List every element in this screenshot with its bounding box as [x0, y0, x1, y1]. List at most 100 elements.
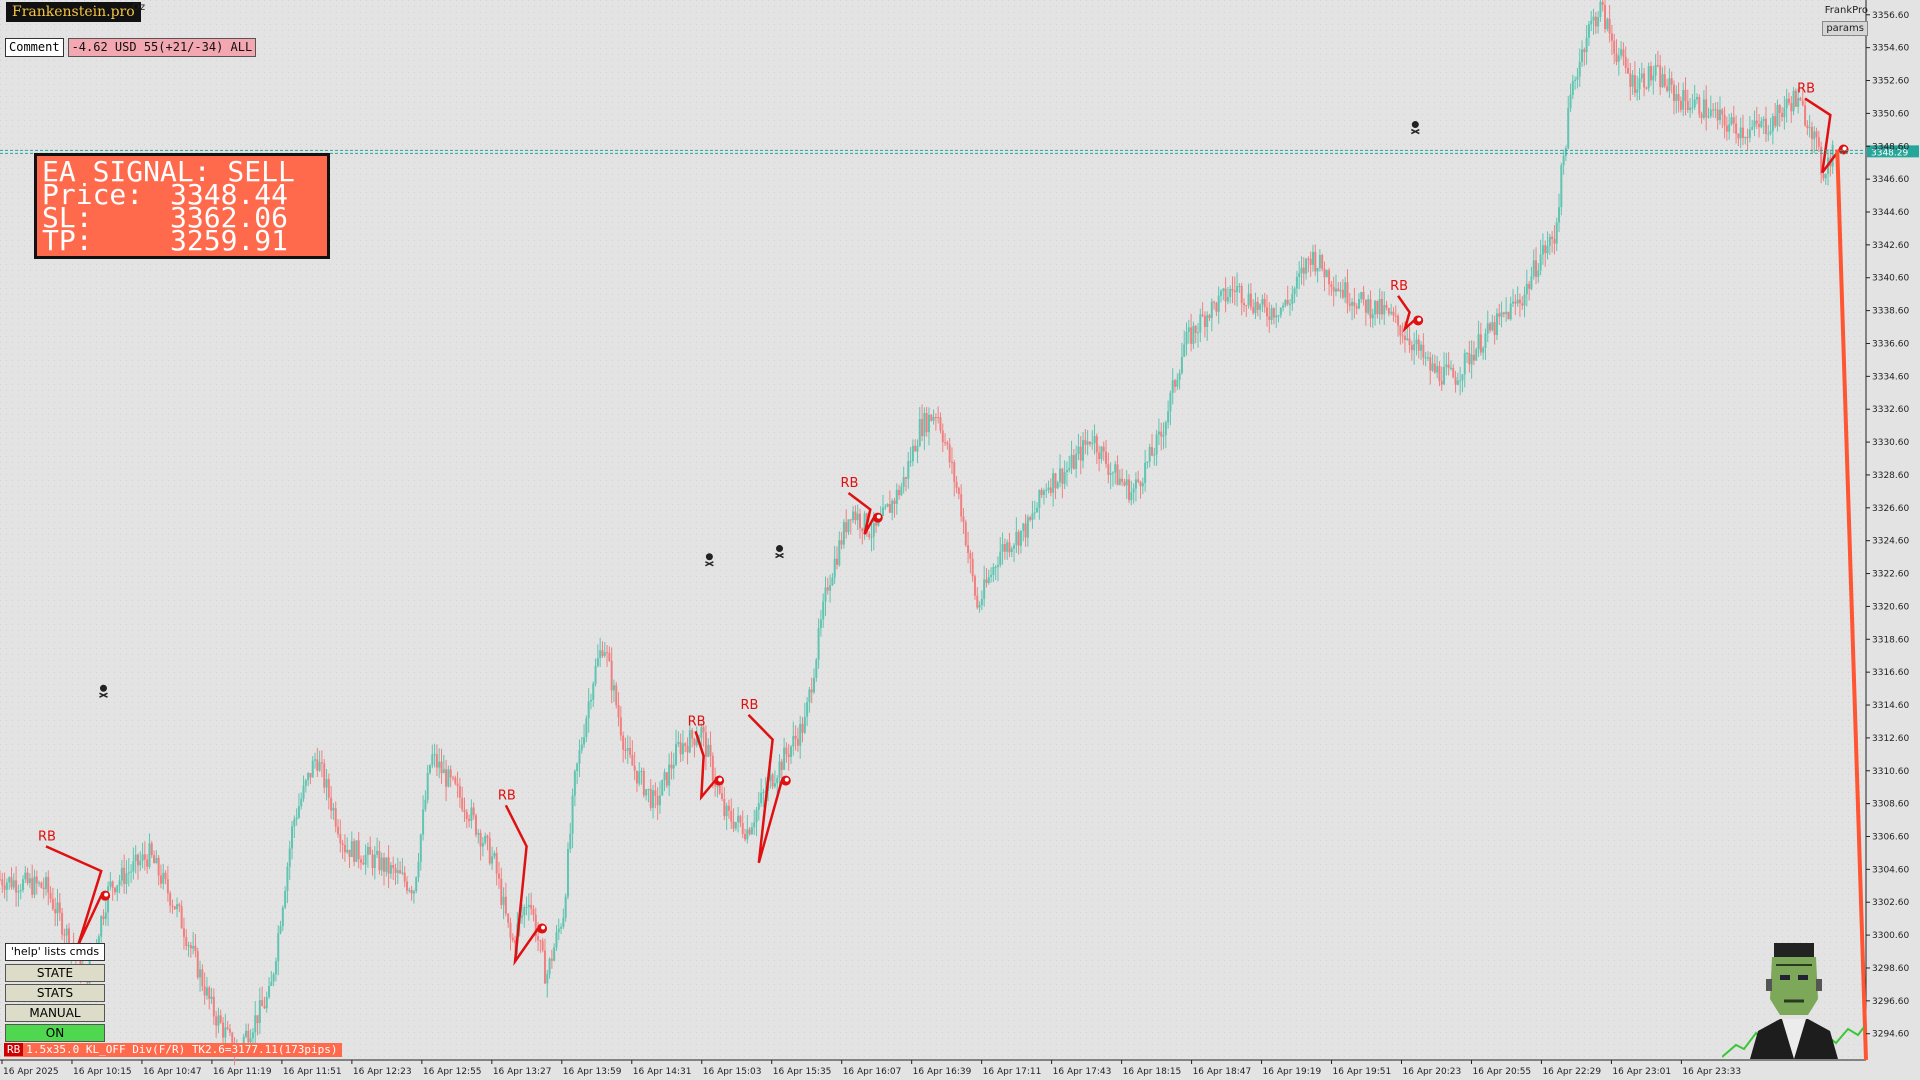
- on-toggle-button[interactable]: ON: [5, 1024, 105, 1042]
- candle-body: [228, 1029, 231, 1033]
- candle-body: [192, 945, 195, 949]
- candle-body: [1261, 299, 1264, 305]
- candle-body: [1507, 311, 1510, 320]
- candle-body: [527, 904, 530, 908]
- candle-body: [1169, 392, 1172, 412]
- candle-body: [166, 879, 169, 894]
- candle-body: [173, 906, 176, 910]
- price-tick-label: 3322.60: [1872, 570, 1909, 580]
- candle-body: [116, 885, 119, 893]
- candle-body: [155, 857, 158, 864]
- candle-body: [737, 815, 740, 823]
- candle-body: [1309, 258, 1312, 265]
- candle-body: [840, 540, 843, 545]
- rb-pattern-line: [1804, 97, 1841, 174]
- candle-body: [796, 738, 799, 746]
- candle-body: [1364, 299, 1367, 313]
- candle-body: [44, 876, 47, 890]
- candle-body: [357, 840, 360, 860]
- candle-body: [1022, 523, 1025, 531]
- candle-body: [339, 834, 342, 844]
- candle-body: [1813, 131, 1816, 140]
- candle-body: [976, 595, 979, 608]
- candle-body: [1787, 98, 1790, 104]
- state-button[interactable]: STATE: [5, 964, 105, 982]
- candle-body: [1059, 468, 1062, 483]
- candle-body: [164, 872, 167, 880]
- comment-button[interactable]: Comment: [5, 38, 64, 57]
- time-tick-label: 16 Apr 20:55: [1472, 1067, 1531, 1077]
- candle-body: [1620, 49, 1623, 56]
- candle-body: [601, 650, 604, 656]
- candle-body: [109, 881, 112, 887]
- candle-body: [888, 504, 891, 513]
- candle-body: [111, 881, 114, 888]
- candle-body: [1047, 487, 1050, 490]
- candle-body: [1735, 123, 1738, 134]
- candle-body: [366, 846, 369, 855]
- candle-body: [1351, 302, 1354, 306]
- candle-body: [412, 891, 415, 894]
- candle-body: [1712, 109, 1715, 111]
- candle-body: [640, 770, 643, 772]
- rb-pattern-label: RB: [498, 788, 516, 803]
- candle-body: [564, 896, 567, 918]
- candle-body: [1548, 236, 1551, 246]
- candle-body: [63, 934, 66, 936]
- candle-body: [1698, 97, 1701, 115]
- params-button[interactable]: params: [1822, 21, 1868, 36]
- candle-body: [291, 826, 294, 849]
- candle-body: [691, 730, 694, 739]
- candle-body: [875, 522, 878, 526]
- candle-body: [387, 857, 390, 874]
- candle-body: [134, 854, 137, 862]
- candle-body: [1279, 307, 1282, 316]
- candle-body: [1203, 315, 1206, 328]
- candle-body: [872, 522, 875, 537]
- candle-body: [196, 951, 199, 978]
- time-tick-label: 16 Apr 18:15: [1123, 1067, 1182, 1077]
- candle-body: [817, 628, 820, 660]
- candle-body: [849, 519, 852, 521]
- manual-button[interactable]: MANUAL: [5, 1004, 105, 1022]
- candle-body: [599, 650, 602, 659]
- candle-body: [1031, 513, 1034, 520]
- candle-body: [454, 777, 457, 784]
- price-tick-label: 3312.60: [1872, 734, 1909, 744]
- candle-body: [891, 500, 894, 513]
- candle-body: [231, 1032, 234, 1052]
- candle-body: [1532, 260, 1535, 277]
- candle-body: [665, 772, 668, 786]
- candle-body: [212, 996, 215, 1017]
- candle-body: [1357, 299, 1360, 309]
- candle-body: [923, 413, 926, 437]
- candle-body: [1082, 440, 1085, 461]
- candle-body: [739, 815, 742, 823]
- price-axis[interactable]: [1866, 0, 1920, 1080]
- candle-body: [532, 908, 535, 915]
- candle-body: [1723, 114, 1726, 126]
- candle-body: [1233, 290, 1236, 293]
- candle-body: [750, 827, 753, 835]
- help-hint[interactable]: 'help' lists cmds: [5, 943, 105, 961]
- candle-body: [1479, 334, 1482, 353]
- candle-body: [1705, 99, 1708, 118]
- candle-body: [861, 528, 864, 532]
- candle-body: [127, 872, 130, 874]
- candle-body: [1627, 67, 1630, 74]
- candle-body: [1268, 316, 1271, 320]
- candle-body: [341, 843, 344, 845]
- candle-body: [1217, 295, 1220, 312]
- candle-body: [171, 905, 174, 907]
- candle-body: [833, 558, 836, 578]
- candle-body: [934, 417, 937, 419]
- candle-body: [539, 940, 542, 942]
- candle-body: [525, 907, 528, 909]
- stats-button[interactable]: STATS: [5, 984, 105, 1002]
- candle-body: [1045, 489, 1048, 491]
- candle-body: [1516, 299, 1519, 304]
- candle-body: [1794, 90, 1797, 107]
- candle-body: [1302, 267, 1305, 274]
- candle-body: [1410, 345, 1413, 351]
- candle-body: [1790, 103, 1793, 112]
